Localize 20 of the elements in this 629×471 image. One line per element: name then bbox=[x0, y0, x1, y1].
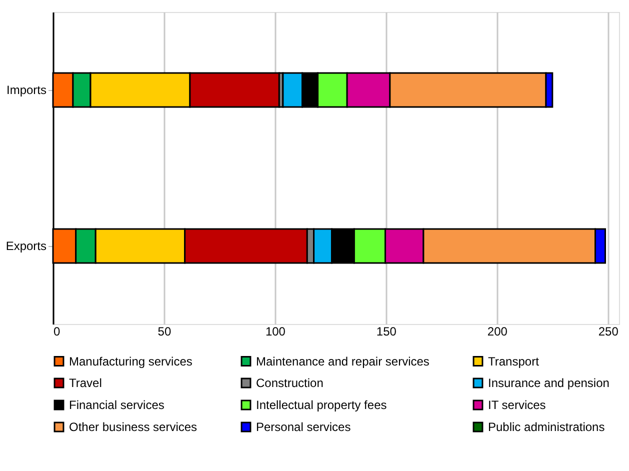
legend-label: Travel bbox=[69, 376, 102, 390]
y-tick-label: Exports bbox=[6, 239, 46, 253]
x-tick-label: 250 bbox=[598, 324, 619, 338]
x-tick-label: 150 bbox=[376, 324, 397, 338]
legend-label: Manufacturing services bbox=[69, 354, 192, 368]
legend-label: Public administrations bbox=[488, 420, 605, 434]
x-tick-label: 0 bbox=[54, 324, 60, 338]
x-tick-label: 50 bbox=[158, 324, 172, 338]
legend-label: Construction bbox=[256, 376, 324, 390]
y-tick-label: Imports bbox=[6, 83, 46, 97]
x-tick-label: 200 bbox=[487, 324, 508, 338]
legend-label: Maintenance and repair services bbox=[256, 354, 430, 368]
legend-label: IT services bbox=[488, 398, 546, 412]
legend-label: Financial services bbox=[69, 398, 164, 412]
legend-label: Transport bbox=[488, 354, 540, 368]
x-tick-label: 100 bbox=[265, 324, 286, 338]
legend-label: Intellectual property fees bbox=[256, 398, 387, 412]
legend-label: Insurance and pension bbox=[488, 376, 610, 390]
legend-label: Personal services bbox=[256, 420, 351, 434]
legend-label: Other business services bbox=[69, 420, 198, 434]
